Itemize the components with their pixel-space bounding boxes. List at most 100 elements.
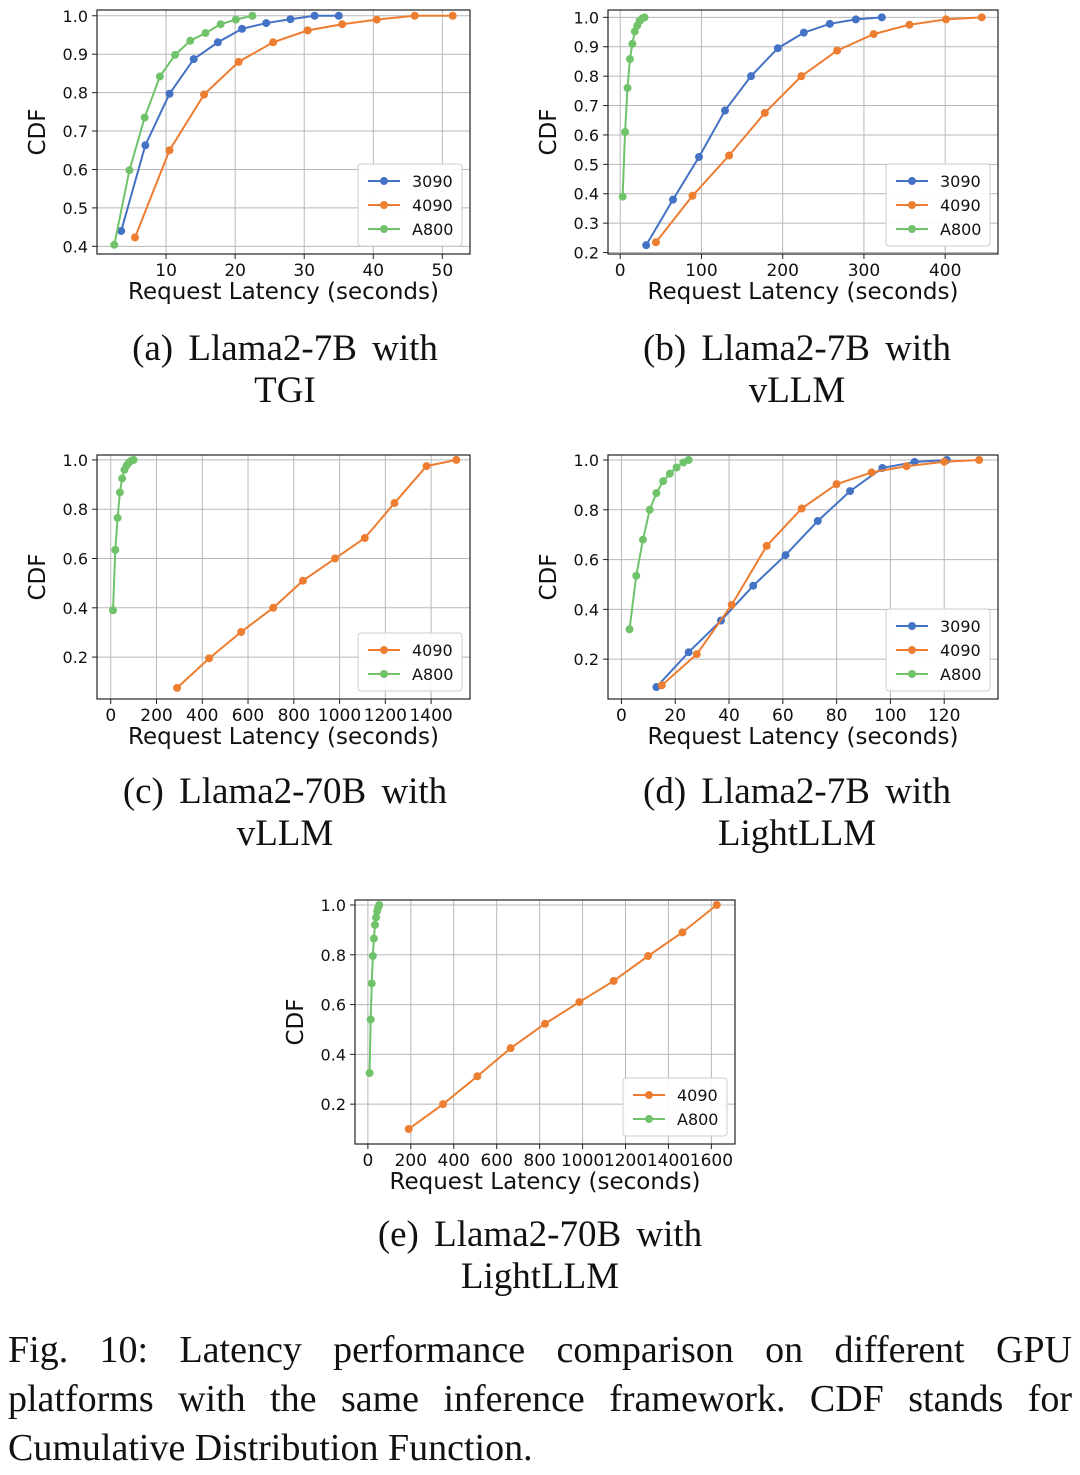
x-tick-label: 100	[874, 706, 906, 726]
data-point	[799, 28, 808, 37]
x-tick-label: 200	[766, 261, 798, 281]
data-point	[118, 474, 127, 483]
y-tick-label: 0.2	[63, 648, 88, 667]
data-point	[851, 15, 860, 24]
y-tick-label: 0.2	[574, 650, 599, 669]
series-line-3090	[645, 16, 882, 246]
x-tick-label: 600	[232, 706, 264, 726]
data-point	[360, 534, 369, 543]
x-tick-label: 800	[278, 706, 310, 726]
legend-swatch-marker	[908, 201, 916, 209]
data-point	[867, 468, 876, 477]
data-point	[338, 20, 347, 29]
legend-swatch-marker	[645, 1115, 653, 1123]
x-tick-label: 1200	[604, 1151, 647, 1171]
data-point	[657, 681, 666, 690]
data-point	[201, 29, 210, 38]
x-tick-label: 1000	[318, 706, 361, 726]
legend-label: 3090	[940, 617, 981, 636]
legend-label: 3090	[940, 172, 981, 191]
legend-swatch-marker	[380, 225, 388, 233]
data-point	[173, 683, 182, 692]
x-tick-label: 400	[929, 261, 961, 281]
figure-caption: Fig. 10: Latency performance comparison …	[8, 1329, 1072, 1469]
data-point	[640, 13, 649, 22]
series-3090	[117, 11, 343, 235]
data-point	[404, 1125, 413, 1134]
x-tick-label: 50	[432, 261, 454, 281]
data-point	[234, 57, 243, 66]
series-4090	[651, 13, 986, 247]
x-tick-label: 1400	[647, 1151, 690, 1171]
data-point	[628, 39, 637, 48]
data-point	[140, 113, 149, 122]
data-point	[165, 146, 174, 155]
data-point	[910, 457, 919, 466]
data-point	[813, 516, 822, 525]
y-axis-label: CDF	[536, 554, 562, 601]
data-point	[669, 195, 677, 204]
y-tick-label: 0.2	[321, 1095, 346, 1114]
legend-label: A800	[940, 220, 981, 239]
data-point	[200, 90, 209, 99]
y-tick-label: 0.4	[63, 237, 88, 256]
subcaption-c: (c) Llama2-70B with vLLM	[122, 771, 448, 854]
plot-frame	[354, 899, 736, 1145]
data-point	[747, 72, 755, 81]
data-point	[638, 535, 647, 544]
y-axis-label: CDF	[25, 109, 51, 156]
y-tick-label: 1.0	[63, 7, 88, 26]
legend-swatch-marker	[380, 201, 388, 209]
data-point	[869, 30, 878, 39]
data-point	[238, 24, 247, 33]
data-point	[575, 998, 584, 1007]
data-point	[375, 900, 384, 909]
y-tick-label: 0.6	[63, 160, 88, 179]
y-tick-label: 0.8	[63, 500, 88, 519]
series-A800	[110, 11, 257, 249]
series-3090	[642, 13, 886, 250]
x-axis-label: Request Latency (seconds)	[648, 279, 959, 305]
chart-panel-b: 0 100 200 300 400 0.2 0.3 0.4 0.5 0.6 0.7 0.8 0.9 1.0…	[536, 0, 1080, 320]
legend-swatch-marker	[908, 622, 916, 630]
data-point	[189, 55, 198, 64]
legend: 3090 4090 A800	[885, 608, 991, 692]
legend-swatch-marker	[645, 1091, 653, 1099]
data-point	[368, 952, 377, 961]
x-tick-label: 0	[362, 1151, 373, 1171]
data-point	[372, 15, 381, 24]
data-point	[216, 20, 225, 29]
legend-label: 4090	[412, 196, 453, 215]
y-tick-label: 0.8	[63, 84, 88, 103]
data-point	[645, 505, 654, 514]
data-point	[652, 489, 661, 498]
data-point	[797, 504, 806, 513]
data-point	[171, 50, 180, 59]
legend-label: 4090	[940, 196, 981, 215]
plot-frame	[607, 9, 999, 255]
data-point	[117, 226, 126, 235]
y-axis-label: CDF	[25, 554, 51, 601]
data-point	[659, 477, 668, 486]
data-point	[310, 11, 319, 20]
legend-label: A800	[940, 665, 981, 684]
x-tick-label: 10	[155, 261, 177, 281]
y-axis-label: CDF	[283, 999, 309, 1046]
data-point	[672, 463, 681, 472]
x-tick-label: 0	[105, 706, 116, 726]
data-point	[609, 976, 618, 985]
y-tick-label: 0.9	[574, 38, 599, 57]
data-point	[632, 571, 641, 580]
y-tick-label: 0.9	[63, 45, 88, 64]
y-tick-label: 0.7	[574, 97, 599, 116]
y-tick-label: 1.0	[63, 451, 88, 470]
series-line-4090	[661, 458, 980, 687]
y-tick-label: 0.4	[63, 599, 88, 618]
series-4090	[404, 900, 721, 1134]
legend-swatch-marker	[908, 670, 916, 678]
x-tick-label: 1400	[409, 706, 452, 726]
data-point	[205, 654, 214, 663]
data-point	[695, 152, 703, 161]
chart-b-svg: 0 100 200 300 400 0.2 0.3 0.4 0.5 0.6 0.7 0.8 0.9 1.0…	[536, 8, 999, 305]
data-point	[644, 952, 653, 961]
